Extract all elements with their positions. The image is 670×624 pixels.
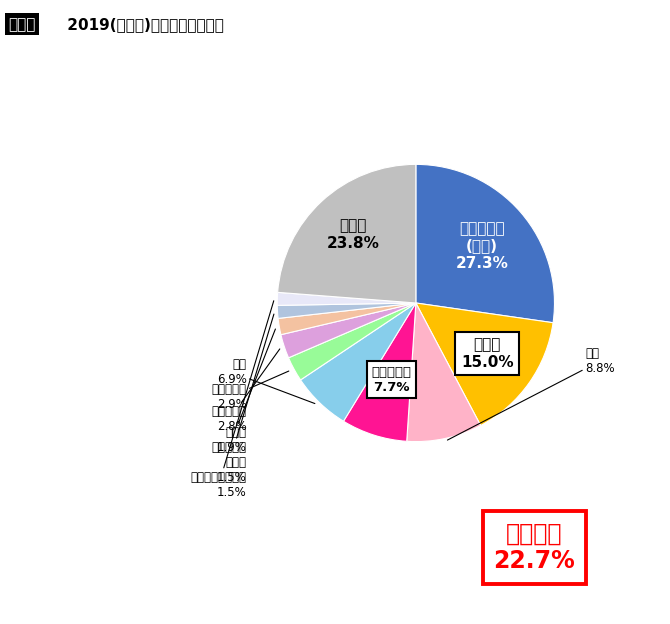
Text: 循環器病
22.7%: 循環器病 22.7% — [493, 522, 576, 573]
Wedge shape — [344, 303, 416, 441]
Wedge shape — [416, 164, 555, 323]
Text: 肺炎
6.9%: 肺炎 6.9% — [217, 358, 315, 404]
Wedge shape — [301, 303, 416, 421]
Text: 老衰
8.8%: 老衰 8.8% — [448, 347, 614, 440]
Wedge shape — [416, 303, 553, 426]
Text: その他
23.8%: その他 23.8% — [327, 218, 380, 251]
Text: 悪性新生物
(がん)
27.3%: 悪性新生物 (がん) 27.3% — [456, 221, 509, 271]
Text: 2019(令和元)年の死亡原因内訳: 2019(令和元)年の死亡原因内訳 — [62, 17, 224, 32]
Wedge shape — [289, 303, 416, 380]
Text: 脳血管疾患
7.7%: 脳血管疾患 7.7% — [371, 366, 411, 394]
Text: 血管性等の
認知症
1.5%: 血管性等の 認知症 1.5% — [212, 314, 274, 484]
Text: 誤嚥性肺炎
2.9%: 誤嚥性肺炎 2.9% — [212, 371, 289, 411]
Wedge shape — [278, 303, 416, 334]
Wedge shape — [277, 292, 416, 305]
Text: アルツハイマー病
1.5%: アルツハイマー病 1.5% — [191, 301, 274, 499]
Text: 図表１: 図表１ — [8, 17, 36, 32]
Text: 不慮の事故
2.8%: 不慮の事故 2.8% — [212, 349, 280, 434]
Wedge shape — [277, 164, 416, 303]
Text: 心疾患
15.0%: 心疾患 15.0% — [461, 337, 513, 369]
Wedge shape — [277, 303, 416, 318]
Wedge shape — [281, 303, 416, 358]
Wedge shape — [407, 303, 480, 442]
Text: 腎不全
1.9%: 腎不全 1.9% — [217, 329, 275, 454]
